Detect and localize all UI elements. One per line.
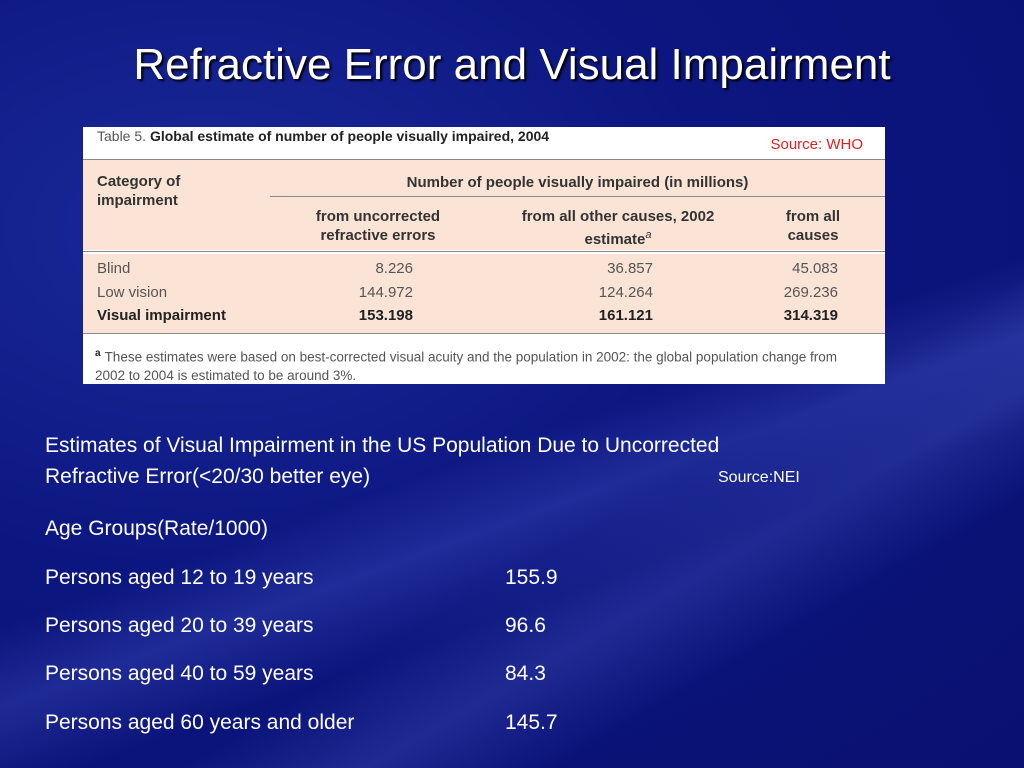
age-row-label: Persons aged 60 years and older (45, 711, 355, 734)
row-lowvision-other: 124.264 (598, 284, 653, 301)
header-other-sup: a (645, 229, 652, 241)
table-body-band (83, 254, 885, 334)
header-group: Number of people visually impaired (in m… (406, 174, 749, 191)
age-row-label: Persons aged 40 to 59 years (45, 662, 314, 685)
divider (270, 196, 885, 197)
divider (83, 159, 885, 160)
row-visualimpairment-other: 161.121 (598, 307, 653, 324)
footnote-text: These estimates were based on best-corre… (95, 349, 838, 383)
who-table-image: Table 5. Global estimate of number of pe… (83, 127, 885, 384)
row-visualimpairment-category: Visual impairment (97, 307, 226, 324)
table-caption-text: Global estimate of number of people visu… (149, 128, 550, 144)
age-row-rate: 84.3 (505, 662, 546, 685)
header-uncorrected: from uncorrected refractive errors (315, 208, 441, 244)
nei-heading-line1: Estimates of Visual Impairment in the US… (45, 434, 720, 457)
divider (83, 333, 885, 334)
row-lowvision-all: 269.236 (783, 284, 838, 301)
age-row-label: Persons aged 20 to 39 years (45, 614, 314, 637)
age-row-rate: 155.9 (505, 566, 558, 589)
divider (83, 251, 885, 252)
row-blind-all: 45.083 (792, 260, 838, 277)
age-row-rate: 96.6 (505, 614, 546, 637)
table-caption: Table 5. Global estimate of number of pe… (97, 128, 549, 144)
footnote-mark: a (95, 348, 101, 359)
header-other-causes: from all other causes, 2002 estimatea (513, 207, 723, 249)
row-blind-other: 36.857 (607, 260, 653, 277)
row-blind-uncorrected: 8.226 (375, 260, 413, 277)
nei-source-label: Source:NEI (718, 469, 800, 486)
row-lowvision-uncorrected: 144.972 (358, 284, 413, 301)
age-row-label: Persons aged 12 to 19 years (45, 566, 314, 589)
age-groups-label: Age Groups(Rate/1000) (45, 517, 268, 540)
age-row-rate: 145.7 (505, 711, 558, 734)
header-other-text: from all other causes, 2002 estimate (521, 208, 715, 248)
table-header-band (83, 160, 885, 250)
row-visualimpairment-all: 314.319 (783, 307, 838, 324)
slide-title: Refractive Error and Visual Impairment (133, 40, 891, 89)
header-category: Category of impairment (97, 173, 181, 209)
row-blind-category: Blind (97, 260, 131, 277)
header-all-causes: from all causes (785, 208, 841, 244)
nei-heading-line2: Refractive Error(<20/30 better eye) (45, 465, 371, 488)
who-source-label: Source: WHO (770, 136, 863, 153)
row-lowvision-category: Low vision (97, 284, 168, 301)
table-caption-prefix: Table 5. (97, 128, 147, 144)
row-visualimpairment-uncorrected: 153.198 (358, 307, 413, 324)
table-footnote: a These estimates were based on best-corr… (95, 345, 855, 385)
